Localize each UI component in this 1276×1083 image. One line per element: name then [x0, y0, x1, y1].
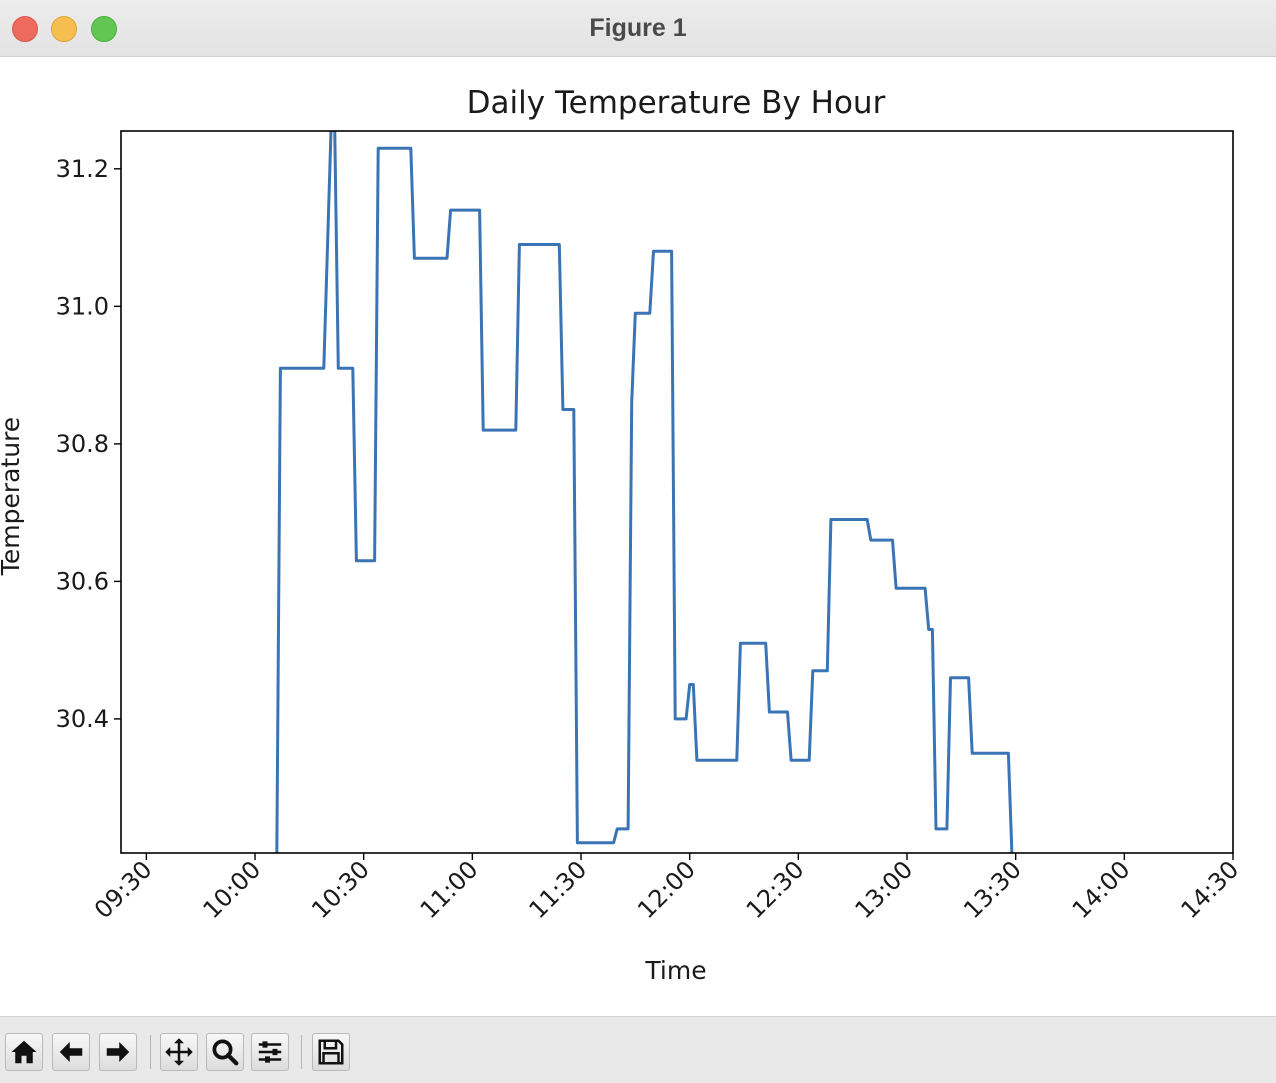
zoom-button[interactable]	[206, 1033, 244, 1071]
x-tick-label: 09:30	[89, 855, 158, 924]
x-axis-label: Time	[644, 956, 706, 985]
pan-button[interactable]	[160, 1033, 198, 1071]
y-tick-label: 31.2	[56, 155, 109, 183]
maximize-window-button[interactable]	[91, 16, 117, 42]
x-tick-label: 13:30	[958, 855, 1027, 924]
plot-area-frame	[120, 130, 1234, 854]
axis-ticks: 09:30 10:00 10:30 11:00 11:30 12:00 12:30 13:00…	[56, 155, 1245, 924]
series-layer	[275, 131, 1014, 853]
series-line-0	[275, 131, 1014, 853]
forward-button[interactable]	[99, 1033, 137, 1071]
arrow-left-icon	[59, 1042, 83, 1062]
window-title: Figure 1	[589, 14, 687, 42]
magnifier-icon	[212, 1039, 239, 1066]
chart-title: Daily Temperature By Hour	[467, 85, 886, 121]
x-tick-label: 10:00	[198, 855, 267, 924]
y-tick-label: 30.8	[56, 430, 109, 458]
figure-canvas: Daily Temperature By Hour Time Temperatu…	[0, 57, 1276, 1015]
back-button[interactable]	[52, 1033, 90, 1071]
x-tick-label: 12:00	[632, 855, 701, 924]
home-icon	[11, 1040, 37, 1064]
y-tick-label: 30.6	[56, 567, 109, 595]
x-tick-label: 13:00	[850, 855, 919, 924]
y-tick-label: 31.0	[56, 292, 109, 320]
navigation-toolbar	[0, 1016, 1276, 1083]
y-tick-label: 30.4	[56, 705, 109, 733]
sliders-icon	[258, 1041, 282, 1063]
line-chart: Daily Temperature By Hour Time Temperatu…	[0, 85, 1245, 985]
window-titlebar: Figure 1	[0, 0, 1276, 57]
home-button[interactable]	[5, 1033, 43, 1071]
x-tick-label: 11:30	[524, 855, 593, 924]
close-window-button[interactable]	[12, 16, 38, 42]
x-tick-label: 14:00	[1067, 855, 1136, 924]
minimize-window-button[interactable]	[51, 16, 77, 42]
configure-subplots-button[interactable]	[251, 1033, 289, 1071]
arrow-right-icon	[106, 1042, 130, 1062]
floppy-disk-icon	[318, 1039, 344, 1065]
x-tick-label: 12:30	[741, 855, 810, 924]
save-button[interactable]	[312, 1033, 350, 1071]
x-tick-label: 10:30	[306, 855, 375, 924]
x-tick-label: 14:30	[1176, 855, 1245, 924]
toolbar-separator	[301, 1035, 302, 1069]
move-icon	[165, 1038, 193, 1066]
y-axis-label: Temperature	[0, 417, 25, 576]
x-tick-label: 11:00	[415, 855, 484, 924]
toolbar-separator	[150, 1035, 151, 1069]
